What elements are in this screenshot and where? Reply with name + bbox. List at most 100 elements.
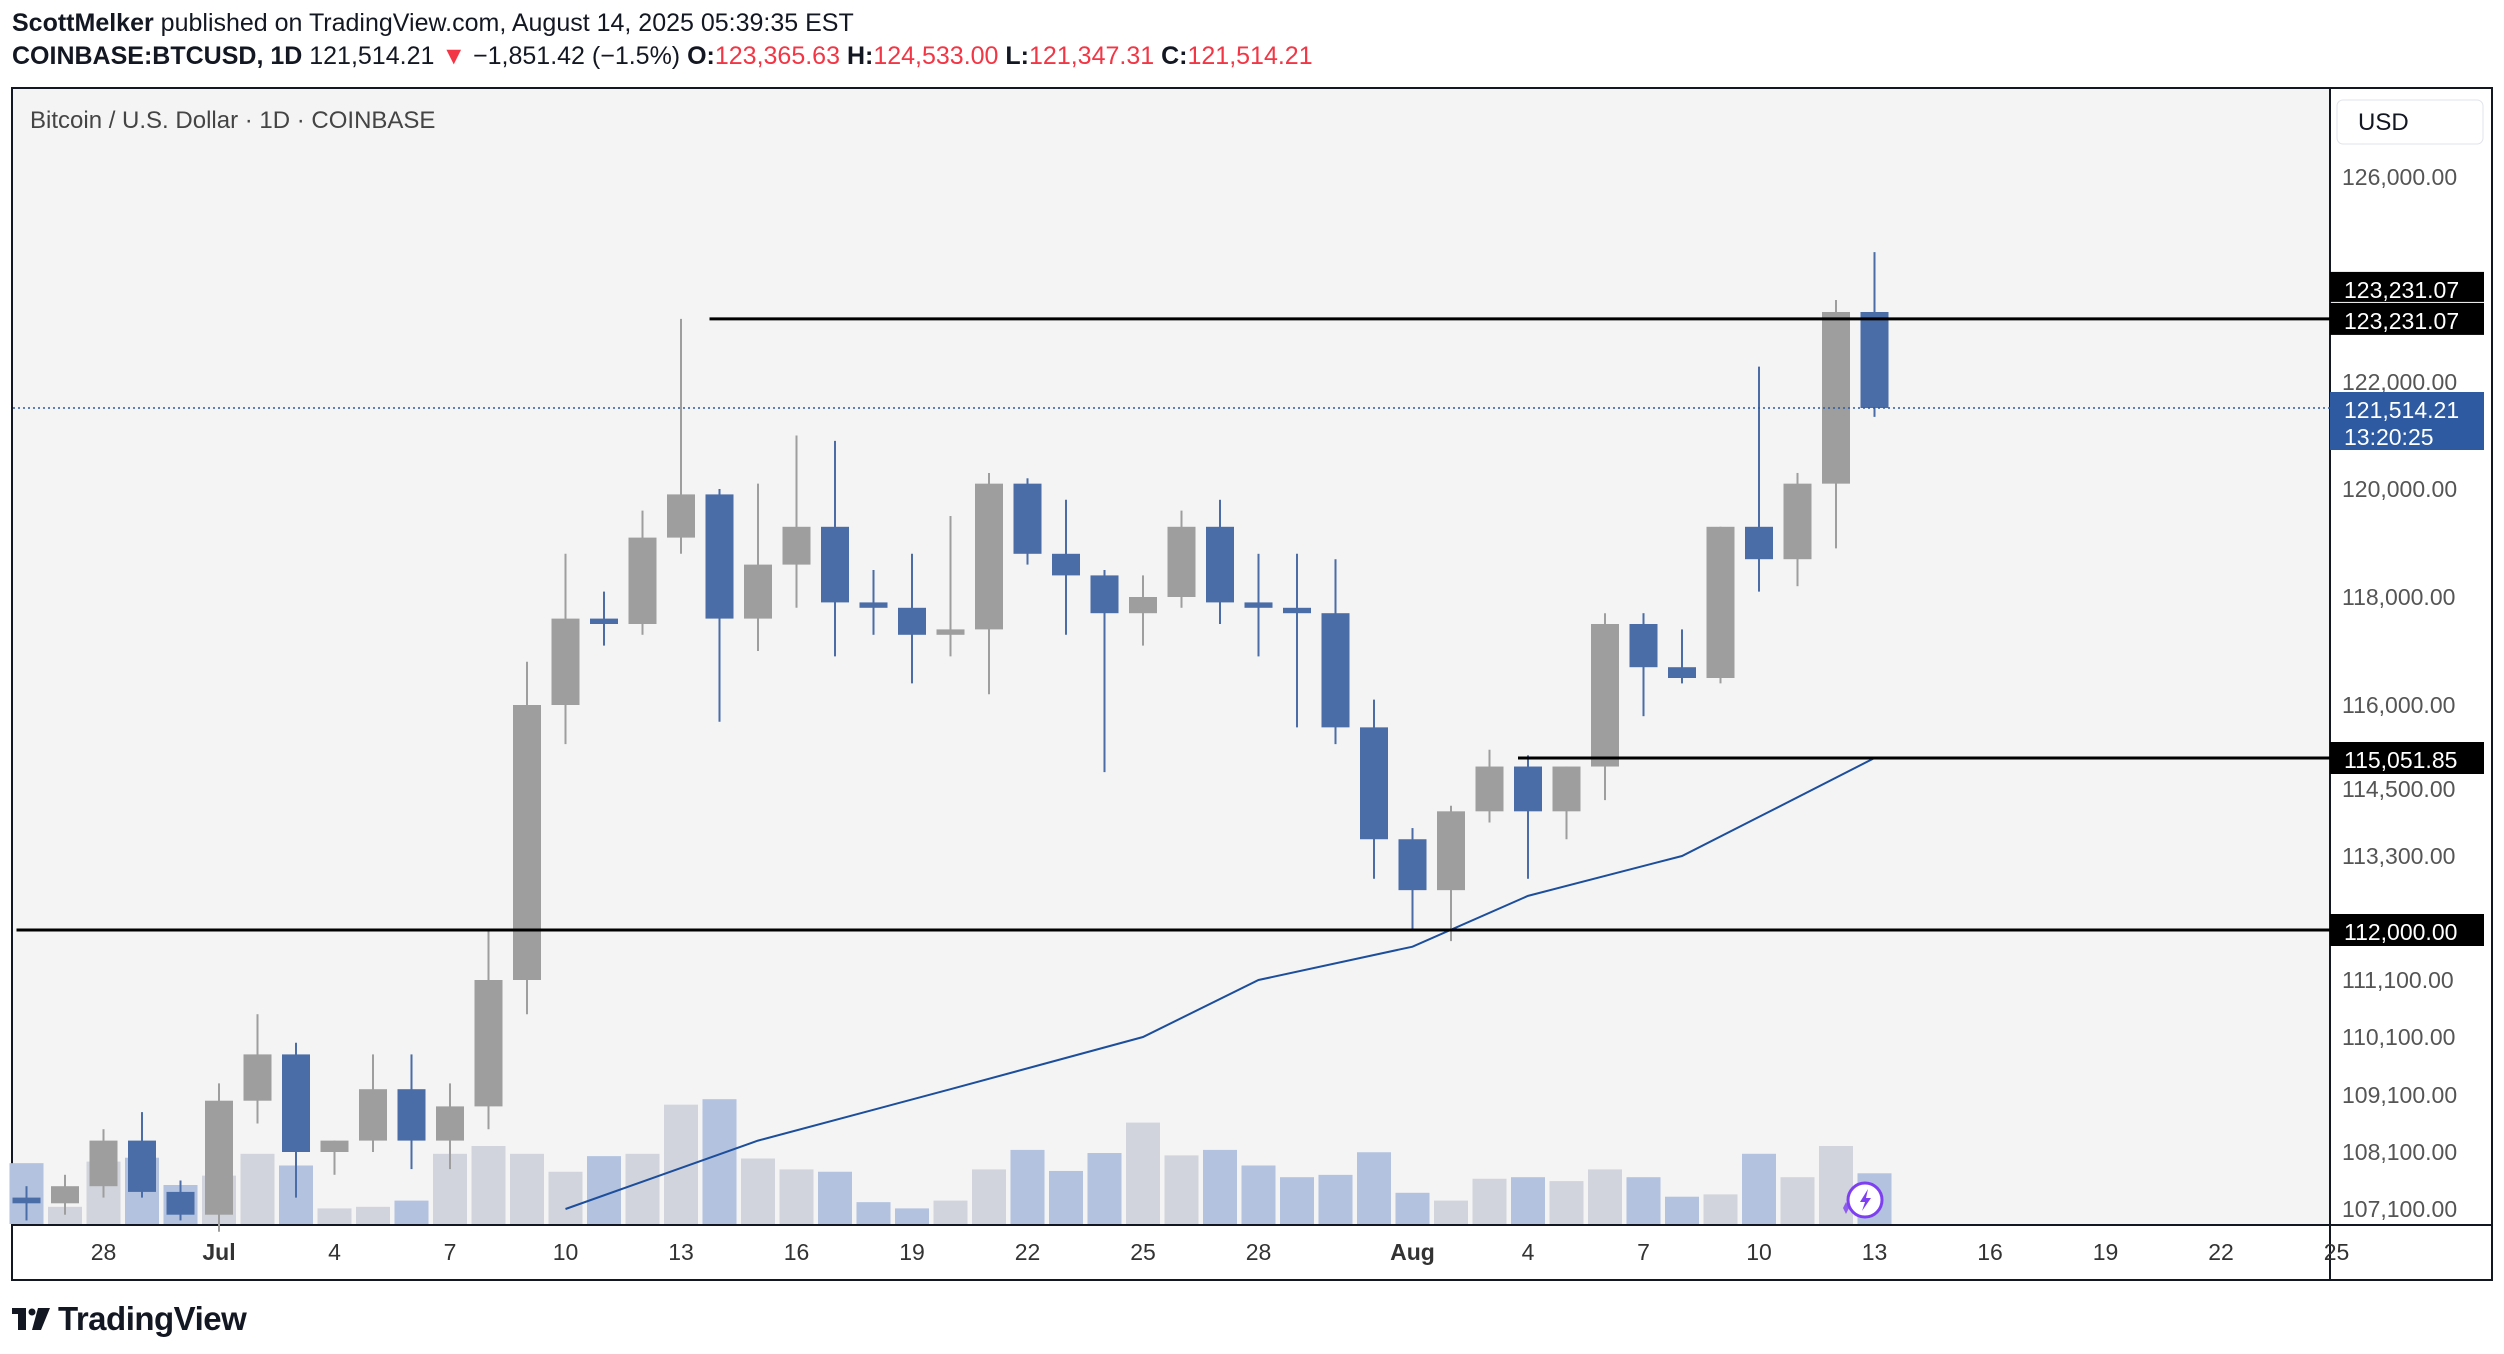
candle xyxy=(1013,478,1042,565)
symbol-label[interactable]: COINBASE:BTCUSD, 1D xyxy=(12,42,303,70)
candle-body xyxy=(1822,311,1850,484)
time-tick-label: 10 xyxy=(1746,1239,1772,1265)
time-tick-label: 25 xyxy=(2324,1239,2350,1265)
candles xyxy=(12,252,1889,1232)
candle xyxy=(975,472,1003,695)
candle xyxy=(1860,252,1889,417)
time-tick-label: 13 xyxy=(1862,1239,1888,1265)
volume-bar xyxy=(356,1206,390,1224)
candle-body xyxy=(1321,613,1350,728)
close-label: C: xyxy=(1161,42,1188,70)
level-tag-extra-text: 123,231.07 xyxy=(2344,277,2459,303)
level-tag-text: 123,231.07 xyxy=(2344,308,2459,334)
plot-area[interactable] xyxy=(13,89,2330,1224)
volume-bar xyxy=(394,1200,429,1224)
publish-info: ScottMelker published on TradingView.com… xyxy=(12,8,854,38)
candle xyxy=(1360,699,1388,879)
level-tag: 112,000.00 xyxy=(2330,914,2484,946)
candle-body xyxy=(243,1054,272,1101)
low-label: L: xyxy=(1005,42,1030,70)
volume-bar xyxy=(856,1202,891,1224)
level-tag-bg xyxy=(2330,742,2484,774)
level-tag: 123,231.07 xyxy=(2330,302,2484,335)
volume-bar xyxy=(1511,1177,1545,1224)
candle xyxy=(513,661,541,1015)
volume-bar xyxy=(1588,1169,1622,1224)
candle-body xyxy=(166,1191,195,1215)
time-tick-label: 19 xyxy=(899,1239,925,1265)
price-tick-label: 120,000.00 xyxy=(2342,476,2457,502)
currency-button[interactable]: USD xyxy=(2336,99,2484,145)
volume-bar xyxy=(1626,1177,1661,1224)
candle xyxy=(1552,766,1581,840)
candle xyxy=(1129,575,1157,646)
horizontal-levels[interactable] xyxy=(13,317,2330,932)
candle xyxy=(898,553,926,684)
candle-body xyxy=(975,483,1003,630)
candle xyxy=(1706,526,1735,684)
candle-body xyxy=(1706,526,1735,678)
candle-body xyxy=(667,494,695,538)
time-tick-label: 16 xyxy=(1977,1239,2003,1265)
price-tick-label: 118,000.00 xyxy=(2342,584,2455,610)
time-tick-label: 22 xyxy=(1015,1239,1041,1265)
candle xyxy=(1514,755,1542,879)
candle-body xyxy=(628,537,657,624)
candle-body xyxy=(1283,607,1311,614)
candle xyxy=(705,489,734,722)
candle xyxy=(821,440,849,657)
time-axis[interactable]: 28 Jul 4 7 10 13 16 19 22 25 28 Aug 4 7 10 13 16 19 22 25 xyxy=(91,1239,2350,1265)
current-price-tag-text: 121,514.21 xyxy=(2344,397,2459,423)
price-tick-label: 108,100.00 xyxy=(2342,1139,2457,1165)
candle-body xyxy=(551,618,580,705)
volume-bar xyxy=(1472,1178,1507,1224)
candle-body xyxy=(1629,624,1658,668)
candle xyxy=(436,1083,464,1170)
volume-bar xyxy=(317,1208,352,1224)
candle xyxy=(166,1180,195,1221)
candle xyxy=(1668,629,1696,684)
candle-body xyxy=(51,1186,79,1204)
candle-body xyxy=(1437,811,1465,891)
price-tick-label: 122,000.00 xyxy=(2342,369,2457,395)
candle xyxy=(1321,559,1350,745)
volume-bar xyxy=(548,1171,583,1224)
price-tick-label: 107,100.00 xyxy=(2342,1196,2457,1222)
volume-bar xyxy=(1087,1153,1122,1224)
candle-body xyxy=(782,526,811,565)
author-name[interactable]: ScottMelker xyxy=(12,9,154,37)
volume-bar xyxy=(818,1171,852,1224)
candle-body xyxy=(128,1140,156,1192)
candle xyxy=(667,318,695,554)
ohlc-legend: COINBASE:BTCUSD, 1D 121,514.21 ▼ −1,851.… xyxy=(12,40,1313,72)
candle xyxy=(359,1054,387,1152)
candle-body xyxy=(1398,839,1427,891)
lightning-icon[interactable] xyxy=(1843,1181,1884,1219)
tradingview-logo[interactable]: TradingView xyxy=(12,1300,247,1338)
candle xyxy=(1206,499,1234,624)
volume-bar xyxy=(972,1169,1006,1224)
candle xyxy=(51,1174,79,1215)
open-value: 123,365.63 xyxy=(714,42,840,70)
candle-body xyxy=(320,1140,349,1152)
candle xyxy=(205,1083,233,1232)
candle xyxy=(744,483,772,651)
candle xyxy=(590,591,618,646)
currency-label: USD xyxy=(2358,109,2409,136)
volume-bar xyxy=(587,1156,621,1224)
price-axis[interactable]: 126,000.00 122,000.00 120,000.00 118,000.00… xyxy=(2342,164,2457,1222)
price-tags: 123,231.07 123,231.07 115,051.85 112,000.00… xyxy=(2330,271,2484,946)
moving-average xyxy=(565,757,1875,1210)
volume-bar xyxy=(1203,1149,1237,1224)
ma-line xyxy=(565,757,1875,1210)
volume-bar xyxy=(1819,1146,1853,1224)
volume-bar xyxy=(1241,1165,1276,1224)
volume-bar xyxy=(48,1206,82,1224)
candle-body xyxy=(474,980,503,1107)
brand-name: TradingView xyxy=(58,1300,247,1337)
candle xyxy=(282,1042,310,1198)
candle xyxy=(474,930,503,1130)
candle-body xyxy=(1591,624,1619,767)
volume-bar xyxy=(1126,1122,1160,1224)
